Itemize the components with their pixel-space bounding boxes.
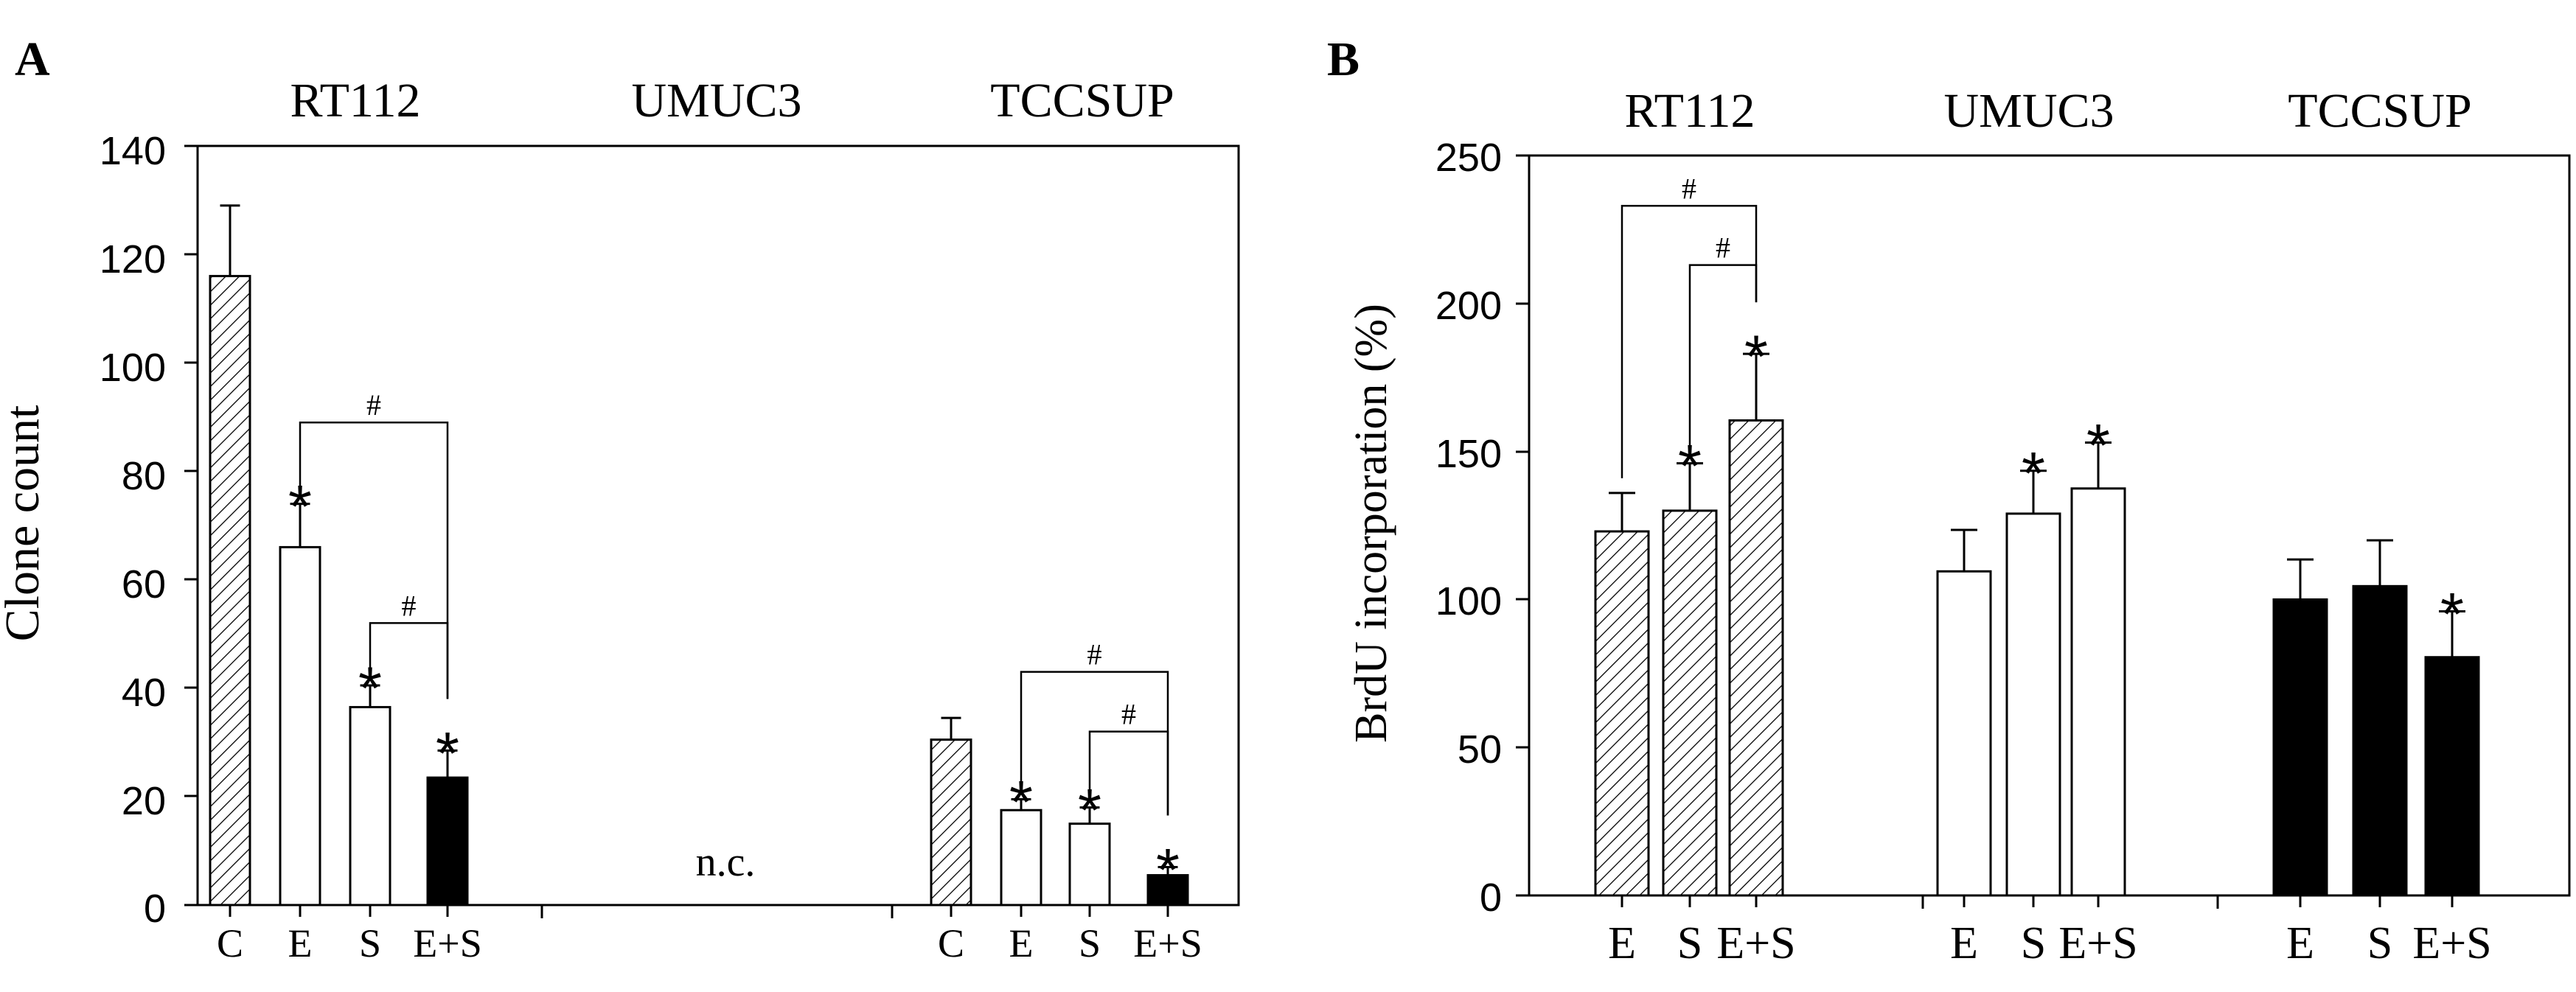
x-tick-label: S (359, 921, 381, 965)
bar-tccsup-c (930, 738, 972, 907)
x-tick-label: E (288, 921, 313, 965)
panel-label: B (1327, 32, 1360, 86)
bar-rt112-e (1594, 530, 1650, 897)
x-tick-label: E (1608, 918, 1636, 968)
x-tick-label: C (938, 921, 964, 965)
y-tick-label: 100 (100, 346, 166, 390)
significance-hash: # (366, 388, 381, 422)
plot-frame (196, 144, 1240, 907)
x-tick-label: S (1079, 921, 1101, 965)
y-tick-label: 40 (122, 671, 166, 715)
x-tick-label: E+S (2058, 918, 2137, 968)
y-tick-label: 50 (1458, 727, 1502, 772)
significance-hash: # (1716, 231, 1730, 265)
bar-rt112-e-plus-s (1728, 419, 1784, 897)
bar-tccsup-s (1068, 822, 1111, 907)
y-tick-label: 80 (122, 454, 166, 498)
panel-b: B BrdU incorporation (%) 250 200 150 100… (1327, 32, 2571, 968)
y-axis-label: Clone count (0, 405, 49, 642)
group-label-rt112: RT112 (1625, 84, 1755, 138)
group-label-umuc3: UMUC3 (631, 74, 801, 128)
group-label-umuc3: UMUC3 (1943, 84, 2114, 138)
bar-tccsup-e (1000, 808, 1042, 907)
significance-star: * (2440, 581, 2464, 648)
group-label-tccsup: TCCSUP (990, 74, 1174, 128)
group-labels: RT112 UMUC3 TCCSUP (1625, 84, 2472, 138)
x-tick-label: E+S (2412, 918, 2491, 968)
significance-star: * (436, 720, 459, 787)
x-tick-label: S (1677, 918, 1702, 968)
significance-star: * (1156, 837, 1180, 904)
significance-hash: # (1121, 698, 1136, 731)
bar-tccsup-s (2352, 584, 2408, 897)
bar-rt112-s (349, 705, 391, 907)
y-tick-label: 200 (1435, 284, 1502, 328)
panel-label: A (15, 32, 50, 86)
bar-tccsup-e-plus-s (1146, 874, 1189, 907)
significance-bracket (369, 622, 449, 699)
bars: E S*E+S*E S*E+S*E S E+S* (1594, 324, 2492, 968)
bar-rt112-e (279, 545, 321, 907)
group-label-rt112: RT112 (290, 74, 421, 128)
x-tick-label: E (1009, 921, 1034, 965)
significance-star: * (1744, 324, 1768, 391)
significance-hash: # (1087, 638, 1102, 671)
significance-hash: # (1682, 172, 1696, 205)
bar-rt112-c (209, 275, 251, 907)
panel-a: A Clone count 140 120 100 80 60 40 20 0 (0, 32, 1240, 965)
y-tick-label: 20 (122, 779, 166, 823)
x-tick-label: E+S (1133, 921, 1202, 965)
y-tick-label: 250 (1435, 136, 1502, 180)
x-axis-group-ticks (540, 905, 894, 918)
bar-tccsup-e (2272, 598, 2328, 897)
significance-brackets: ## (1621, 172, 1758, 478)
bar-tccsup-e-plus-s (2424, 656, 2480, 897)
y-tick-label: 0 (144, 887, 166, 931)
not-counted-note: n.c. (696, 839, 756, 885)
y-tick-label: 60 (122, 562, 166, 607)
bar-umuc3-s (2005, 512, 2061, 897)
significance-bracket (1688, 264, 1758, 449)
x-tick-label: S (2021, 918, 2046, 968)
significance-bracket (1621, 205, 1758, 478)
group-labels: RT112 UMUC3 TCCSUP (290, 74, 1174, 128)
significance-bracket (1088, 730, 1169, 816)
x-tick-label: E (1950, 918, 1978, 968)
significance-hash: # (402, 589, 417, 622)
bars: C E*S*E+S*C E*S*E+S* (209, 204, 1202, 965)
x-tick-label: E+S (1716, 918, 1795, 968)
x-tick-label: E (2286, 918, 2314, 968)
x-tick-label: C (217, 921, 243, 965)
bar-rt112-s (1662, 509, 1718, 897)
y-tick-label: 140 (100, 129, 166, 173)
y-tick-label: 150 (1435, 432, 1502, 476)
x-axis-group-ticks (1921, 895, 2219, 909)
significance-bracket (299, 421, 449, 699)
group-label-tccsup: TCCSUP (2288, 84, 2471, 138)
x-tick-label: E+S (413, 921, 481, 965)
y-axis-ticks: 250 200 150 100 50 0 (1435, 136, 1529, 920)
y-axis-label: BrdU incorporation (%) (1346, 304, 1396, 743)
y-tick-label: 100 (1435, 579, 1502, 624)
bar-umuc3-e-plus-s (2070, 487, 2126, 897)
bar-umuc3-e (1936, 570, 1992, 897)
bar-rt112-e-plus-s (426, 776, 469, 907)
significance-brackets: # # # # (299, 388, 1169, 816)
y-axis-ticks: 140 120 100 80 60 40 20 0 (100, 129, 198, 931)
y-tick-label: 0 (1480, 876, 1502, 920)
x-tick-label: S (2367, 918, 2392, 968)
significance-star: * (2086, 413, 2110, 480)
significance-star: * (2022, 441, 2045, 508)
y-tick-label: 120 (100, 237, 166, 282)
